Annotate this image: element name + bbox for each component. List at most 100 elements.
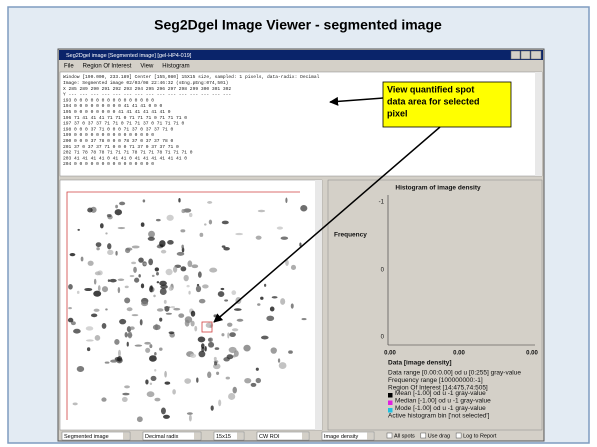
spot: [225, 376, 230, 380]
legend-swatch: [388, 415, 393, 420]
info-line: Frequency range [100000000:-1]: [388, 377, 483, 384]
scrollbar[interactable]: [535, 72, 542, 176]
spot: [208, 219, 213, 225]
spot: [153, 294, 156, 298]
spot: [121, 396, 128, 403]
spot: [186, 412, 193, 415]
spot: [214, 361, 218, 366]
y-tick-label: 0: [381, 335, 385, 341]
menu-item[interactable]: View: [140, 64, 154, 70]
x-axis-label: Data [image density]: [388, 360, 452, 367]
dropdown-button[interactable]: [123, 432, 130, 440]
spot: [184, 319, 190, 327]
menu-item[interactable]: File: [64, 64, 74, 70]
spot: [143, 262, 148, 265]
close[interactable]: [530, 50, 542, 60]
spot: [178, 197, 181, 203]
spot: [80, 256, 84, 262]
legend-swatch: [388, 408, 393, 413]
spot: [159, 317, 163, 322]
spot: [160, 284, 168, 289]
spot: [156, 281, 160, 284]
spot: [139, 319, 143, 326]
spot: [129, 275, 135, 278]
dropdown[interactable]: [256, 431, 310, 441]
data-line: X 285 289 290 291 292 293 294 295 296 29…: [63, 86, 231, 92]
spot: [85, 326, 94, 331]
spot: [234, 308, 242, 311]
spot: [159, 288, 167, 296]
dropdown[interactable]: [321, 431, 375, 441]
data-line: Image: Segmented image 02/03/08 22:46:32…: [63, 80, 228, 86]
spot: [257, 303, 261, 306]
menu-bar: File Region Of Interest View Histogram: [64, 64, 190, 70]
menu-item[interactable]: Region Of Interest: [83, 64, 132, 70]
spot: [172, 389, 176, 395]
dropdown[interactable]: [61, 431, 131, 441]
image-panel: [59, 179, 323, 431]
dropdown[interactable]: [142, 431, 202, 441]
bottom-toolbar: Segmented image Decimal radix 15x15 CW ROI I…: [61, 431, 497, 441]
spot: [131, 261, 137, 265]
spot: [209, 267, 218, 273]
spot: [159, 347, 163, 351]
info-line: Median [-1.00] od u -1 gray-value: [395, 398, 491, 405]
spot: [127, 331, 133, 339]
scrollbar[interactable]: [315, 180, 322, 430]
spot: [180, 229, 186, 233]
spot: [188, 212, 193, 218]
dropdown-button[interactable]: [367, 432, 374, 440]
spot: [134, 277, 140, 283]
slide-title: Seg2Dgel Image Viewer - segmented image: [154, 17, 442, 33]
spot: [142, 199, 146, 203]
spot: [105, 308, 108, 311]
dropdown-button[interactable]: [194, 432, 201, 440]
spot: [131, 245, 140, 249]
spot: [155, 218, 161, 222]
dropdown-button[interactable]: [302, 432, 309, 440]
spot: [190, 320, 195, 327]
checkbox-label: All spots: [394, 433, 415, 439]
spot: [109, 278, 117, 283]
checkbox[interactable]: [455, 432, 462, 439]
checkbox[interactable]: [386, 432, 393, 439]
maximize[interactable]: [520, 50, 531, 60]
spot: [118, 349, 121, 357]
spot: [150, 375, 157, 381]
spot: [170, 305, 176, 309]
spot: [117, 286, 121, 294]
spot: [180, 266, 187, 272]
spot: [141, 300, 149, 307]
spot: [168, 331, 175, 335]
spot: [134, 344, 143, 347]
info-line: Region Of Interest [14:475,74:505]: [388, 385, 488, 392]
spot: [96, 247, 100, 251]
spot: [84, 287, 93, 292]
spot: [190, 310, 196, 317]
spot: [124, 331, 128, 338]
spot: [163, 414, 170, 419]
legend-swatch: [388, 400, 393, 405]
spot: [198, 350, 206, 358]
checkbox[interactable]: [420, 432, 427, 439]
spot: [232, 354, 236, 358]
spot: [73, 328, 81, 334]
dropdown-button[interactable]: [237, 432, 244, 440]
spot: [68, 307, 72, 310]
spot: [107, 249, 114, 256]
spot: [149, 355, 157, 362]
spot: [191, 264, 199, 269]
spot: [227, 322, 233, 327]
spot: [221, 245, 226, 248]
spot: [290, 303, 294, 309]
menu-item[interactable]: Histogram: [162, 64, 189, 70]
dropdown[interactable]: [213, 431, 245, 441]
spot: [189, 353, 197, 358]
spot: [186, 284, 190, 288]
spot: [231, 290, 237, 296]
info-line: Mode [-1.00] od u -1 gray-value: [395, 405, 486, 412]
minimize[interactable]: [510, 50, 521, 60]
dropdown-label: CW ROI: [259, 434, 280, 440]
data-line: 194 0 0 0 0 0 0 0 0 0 41 41 41 0 0 0: [63, 103, 162, 109]
